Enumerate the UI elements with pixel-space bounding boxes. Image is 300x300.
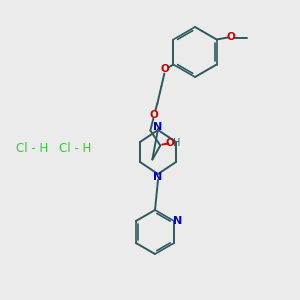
Text: N: N xyxy=(153,172,163,182)
Text: O: O xyxy=(150,110,159,119)
Text: Cl - H: Cl - H xyxy=(59,142,91,154)
Text: N: N xyxy=(173,216,183,226)
Text: H: H xyxy=(173,139,180,148)
Text: O: O xyxy=(161,64,170,74)
Text: N: N xyxy=(153,122,163,132)
Text: O: O xyxy=(166,137,175,148)
Text: Cl - H: Cl - H xyxy=(16,142,48,154)
Text: O: O xyxy=(226,32,235,43)
